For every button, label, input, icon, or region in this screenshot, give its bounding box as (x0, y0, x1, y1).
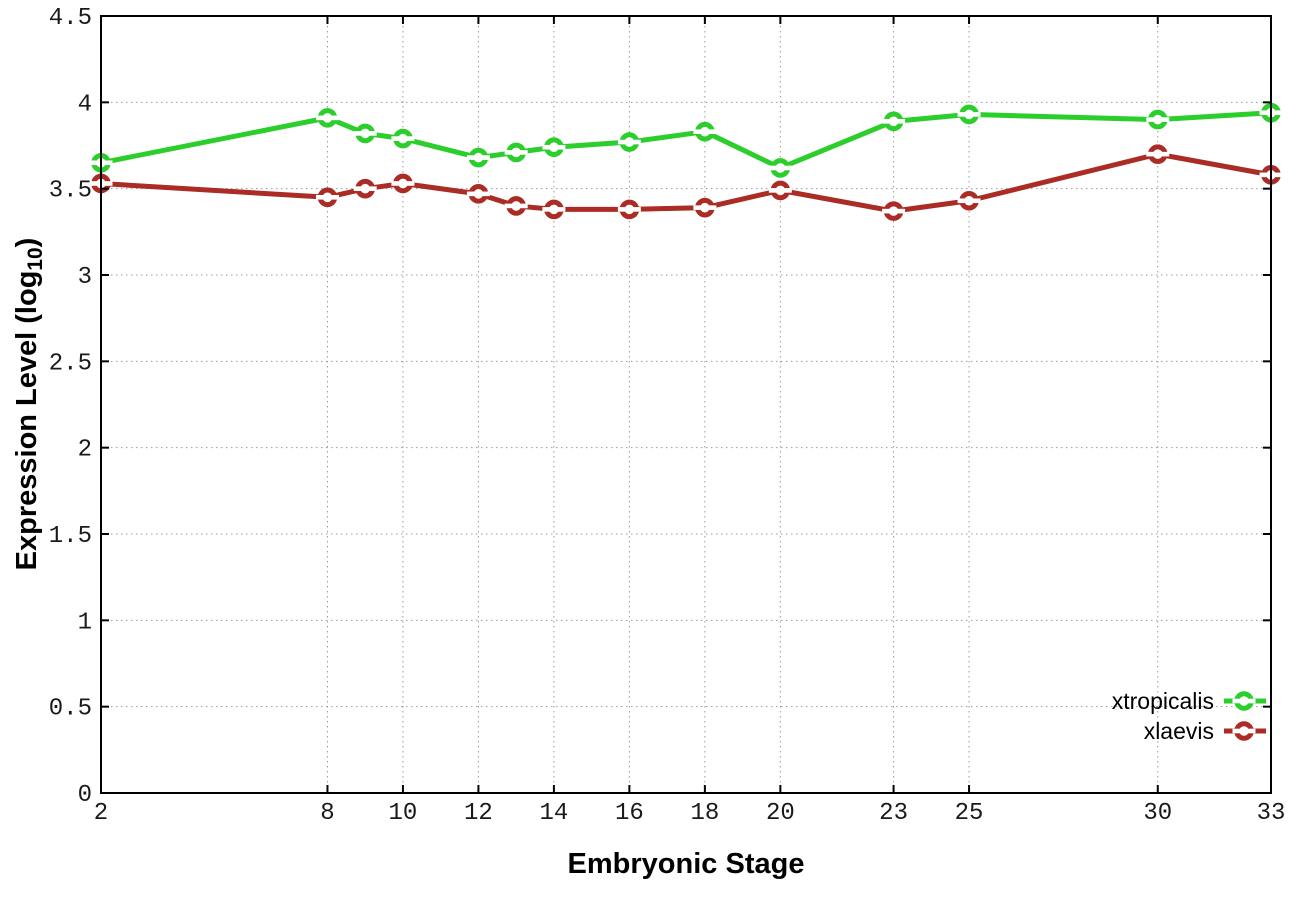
legend: xtropicalis xlaevis (1112, 686, 1267, 746)
y-axis-title-close: ) (11, 237, 43, 248)
legend-row-xlaevis: xlaevis (1112, 716, 1267, 746)
data-point-slit (1146, 117, 1170, 122)
data-point-slit (315, 195, 339, 200)
y-tick-label: 3.5 (49, 178, 92, 205)
data-point-slit (693, 129, 717, 134)
legend-label-xlaevis: xlaevis (1143, 717, 1214, 744)
x-tick-label: 16 (615, 800, 644, 827)
data-point-slit (315, 115, 339, 121)
data-point-slit (957, 112, 981, 117)
y-tick-label: 2 (78, 437, 92, 464)
data-point-slit (504, 203, 528, 209)
legend-marker-xtropicalis-icon (1224, 691, 1266, 711)
data-point-slit (882, 208, 906, 214)
x-axis-title: Embryonic Stage (567, 848, 805, 880)
legend-label-xtropicalis: xtropicalis (1111, 687, 1214, 714)
y-tick-label: 0 (78, 782, 92, 809)
data-point-slit (353, 131, 377, 136)
data-point-slit (617, 139, 641, 145)
data-point-slit (768, 165, 792, 171)
data-point-slit (466, 155, 490, 160)
x-tick-label: 2 (94, 800, 108, 827)
data-point-slit (693, 205, 717, 210)
data-point-slit (617, 207, 641, 212)
legend-sample-shape (1232, 728, 1256, 734)
y-tick-label: 2.5 (49, 350, 92, 377)
series-line-xlaevis (98, 151, 1274, 214)
x-tick-label: 25 (955, 800, 984, 827)
data-point-slit (542, 144, 566, 150)
data-point-slit (504, 150, 528, 155)
y-tick-label: 1.5 (49, 523, 92, 550)
x-tick-label: 20 (766, 800, 795, 827)
legend-row-xtropicalis: xtropicalis (1112, 686, 1267, 716)
x-tick-label: 30 (1143, 800, 1172, 827)
data-point-slit (542, 207, 566, 212)
plot-border (100, 15, 1272, 794)
x-tick-label: 8 (320, 800, 334, 827)
x-tick-label: 23 (879, 800, 908, 827)
x-tick-label: 18 (690, 800, 719, 827)
y-tick-label: 1 (78, 609, 92, 636)
legend-sample-shape (1232, 698, 1256, 704)
series-line-xtropicalis (98, 110, 1274, 171)
data-point-slit (353, 186, 377, 191)
data-point-slit (882, 119, 906, 124)
y-axis-title: Expression Level (log10) (6, 4, 48, 804)
legend-marker-xlaevis-icon (1224, 721, 1266, 741)
y-axis-title-text: Expression Level (log (11, 270, 43, 571)
x-tick-label: 33 (1257, 800, 1286, 827)
data-point-slit (768, 188, 792, 193)
data-point-slit (391, 136, 415, 141)
y-axis-title-subscript: 10 (23, 247, 47, 271)
data-point-slit (466, 191, 490, 197)
data-point-slit (391, 181, 415, 186)
y-tick-label: 4 (78, 91, 92, 118)
x-tick-label: 14 (539, 800, 568, 827)
data-point-slit (957, 198, 981, 204)
y-tick-label: 4.5 (49, 5, 92, 32)
y-tick-label: 0.5 (49, 696, 92, 723)
data-point-slit (1146, 151, 1170, 157)
x-tick-label: 10 (389, 800, 418, 827)
y-tick-label: 3 (78, 264, 92, 291)
x-tick-label: 12 (464, 800, 493, 827)
